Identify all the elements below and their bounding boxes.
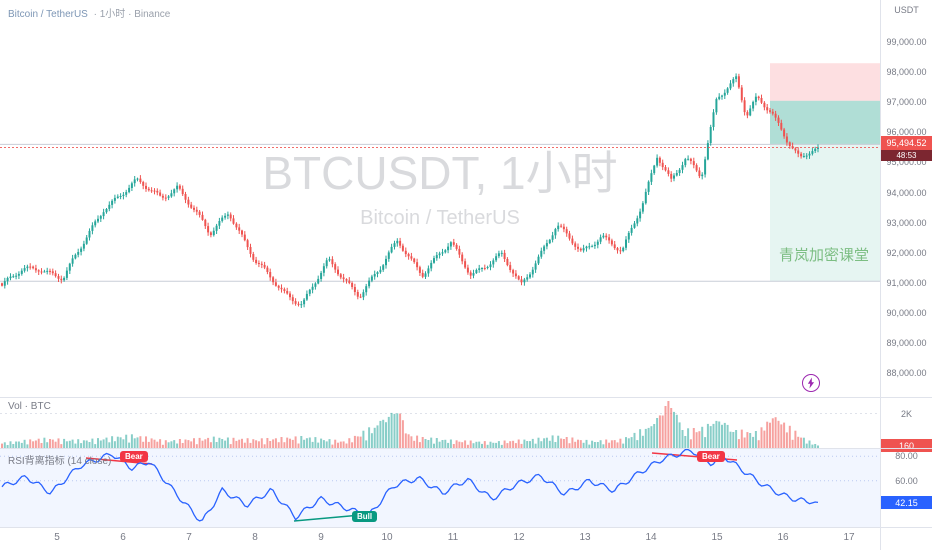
time-axis-label: 17 [843,532,855,543]
currency-label[interactable]: USDT [894,5,919,15]
price-axis-label: 91,000.00 [886,277,927,288]
rsi-badge: 42.15 [881,496,932,510]
time-axis-label: 5 [54,532,60,543]
demand-zone [770,144,880,282]
last-price-value: 95,494.52 [881,135,932,150]
volume-chart[interactable] [0,398,880,448]
entry-zone [770,100,880,145]
volume-badge: 160 [881,439,932,453]
time-axis[interactable]: 5 6 7 8 9 10 11 12 13 14 15 16 17 [0,528,932,550]
time-axis-label: 6 [120,532,126,543]
price-axis-label: 90,000.00 [886,307,927,318]
volume-axis-label: 2K [900,408,912,419]
time-axis-label: 11 [447,532,459,543]
bar-countdown: 48:53 [881,149,932,161]
price-axis-label: 95,000.00 [886,157,927,168]
time-axis-label: 12 [513,532,525,543]
price-axis[interactable]: USDT 99,000.00 98,000.00 97,000.00 96,000.0… [880,0,932,550]
price-axis-label: 89,000.00 [886,337,927,348]
time-axis-label: 16 [777,532,789,543]
time-axis-label: 9 [318,532,324,543]
symbol-legend[interactable]: Bitcoin / TetherUS · 1小时 · Binance [8,5,170,20]
bear-marker[interactable]: Bear [120,451,148,462]
pane-separator[interactable] [0,527,932,528]
rsi-axis-label: 60.00 [895,475,918,486]
volume-pane[interactable]: Vol · BTC [0,398,880,448]
pane-separator[interactable] [0,448,932,449]
bear-marker[interactable]: Bear [697,451,725,462]
price-axis-label: 96,000.00 [886,127,927,138]
price-axis-label: 97,000.00 [886,97,927,108]
candlestick-chart[interactable] [0,0,880,397]
price-axis-label: 98,000.00 [886,67,927,78]
supply-zone [770,63,880,101]
time-axis-label: 13 [579,532,591,543]
time-axis-label: 10 [381,532,393,543]
time-axis-label: 8 [252,532,258,543]
rsi-pane[interactable]: RSI背离指标 (14 close) Bear Bear Bull [0,449,880,527]
time-axis-label: 14 [645,532,657,543]
bull-marker[interactable]: Bull [352,511,378,522]
pane-separator[interactable] [0,397,932,398]
price-axis-label: 88,000.00 [886,367,927,378]
rsi-label[interactable]: RSI背离指标 (14 close) [8,456,112,467]
price-axis-label: 94,000.00 [886,187,927,198]
price-axis-label: 99,000.00 [886,37,927,48]
volume-label[interactable]: Vol · BTC [8,401,51,412]
instant-trade-button[interactable] [802,374,820,392]
last-price-badge: 95,494.52 48:53 [881,135,932,161]
price-axis-label: 93,000.00 [886,217,927,228]
legend-meta: · 1小时 · Binance [93,9,171,20]
price-axis-label: 92,000.00 [886,247,927,258]
price-pane[interactable]: BTCUSDT, 1小时 Bitcoin / TetherUS 青岚加密课堂 B… [0,0,880,397]
time-axis-label: 7 [186,532,192,543]
brand-watermark: 青岚加密课堂 [778,247,869,264]
legend-symbol[interactable]: Bitcoin / TetherUS [8,9,88,20]
time-axis-label: 15 [711,532,723,543]
rsi-axis-label: 80.00 [895,451,918,462]
lightning-icon [807,377,815,389]
